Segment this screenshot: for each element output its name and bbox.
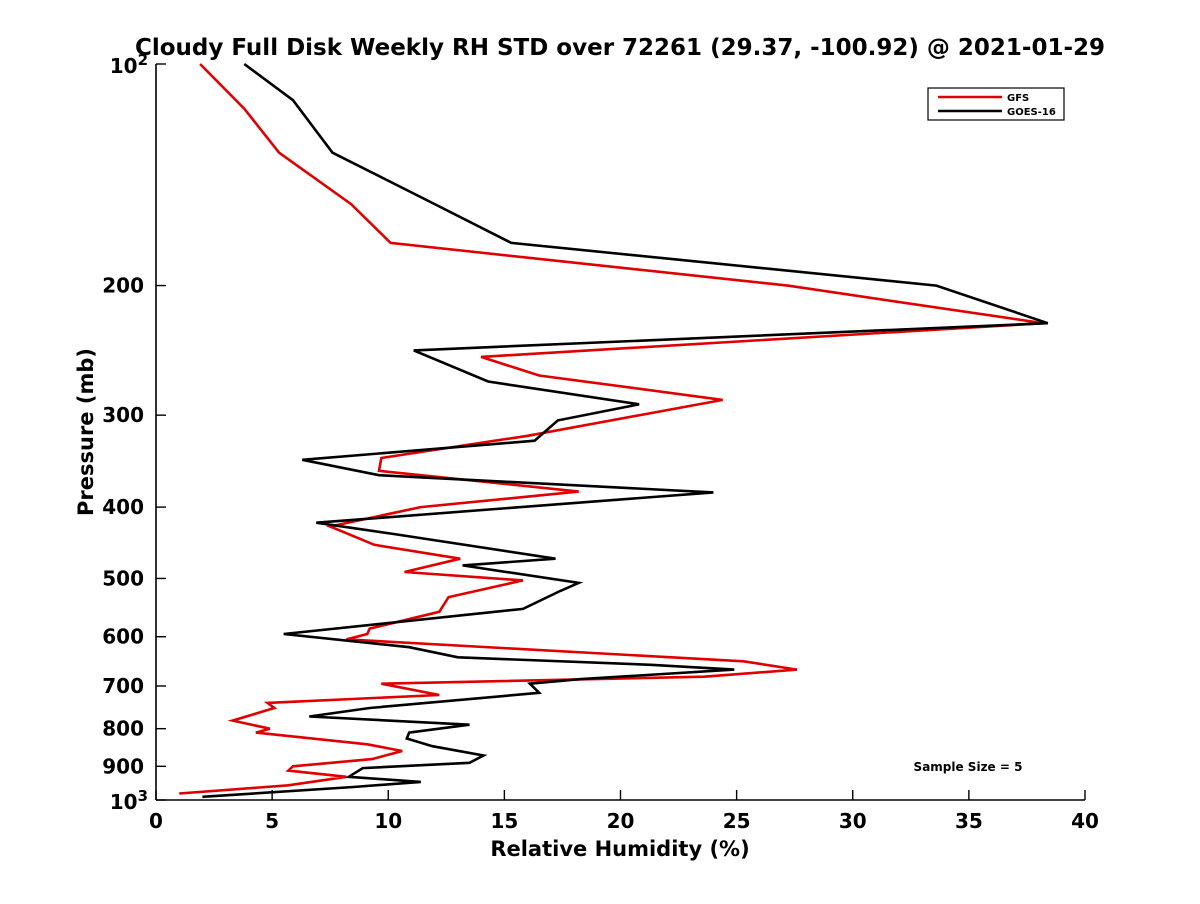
series-line-gfs (179, 63, 1044, 795)
series-line-goes16 (202, 62, 1049, 799)
plot-area (179, 62, 1049, 799)
chart-title: Cloudy Full Disk Weekly RH STD over 7226… (135, 35, 1105, 61)
x-tick-label: 0 (149, 809, 163, 833)
x-tick-label: 35 (955, 809, 983, 833)
legend-label-gfs: GFS (1007, 93, 1029, 104)
y-tick-label: 700 (102, 674, 144, 698)
y-tick-label: 200 (102, 274, 144, 298)
x-tick-label: 5 (265, 809, 279, 833)
y-tick-label: 103 (110, 787, 148, 814)
x-tick-label: 20 (607, 809, 635, 833)
y-tick-label: 300 (102, 403, 144, 427)
x-tick-label: 30 (839, 809, 867, 833)
y-tick-label: 600 (102, 625, 144, 649)
x-tick-label: 25 (723, 809, 751, 833)
y-tick-label: 400 (102, 495, 144, 519)
y-tick-label: 900 (102, 754, 144, 778)
x-tick-label: 10 (374, 809, 402, 833)
y-tick-label: 500 (102, 566, 144, 590)
sample-size-annotation: Sample Size = 5 (914, 760, 1023, 774)
x-tick-label: 15 (490, 809, 518, 833)
x-axis-label: Relative Humidity (%) (490, 837, 749, 861)
x-ticks: 0 5 10 15 20 25 30 35 40 (149, 790, 1099, 833)
x-tick-label: 40 (1071, 809, 1099, 833)
legend: GFS GOES-16 (927, 87, 1065, 121)
y-ticks: 102 200 300 400 500 600 700 800 900 103 (102, 51, 166, 814)
legend-label-goes16: GOES-16 (1007, 107, 1056, 118)
y-tick-label: 102 (110, 51, 148, 78)
y-tick-label: 800 (102, 717, 144, 741)
legend-box (927, 87, 1065, 121)
y-axis-label: Pressure (mb) (74, 348, 98, 516)
